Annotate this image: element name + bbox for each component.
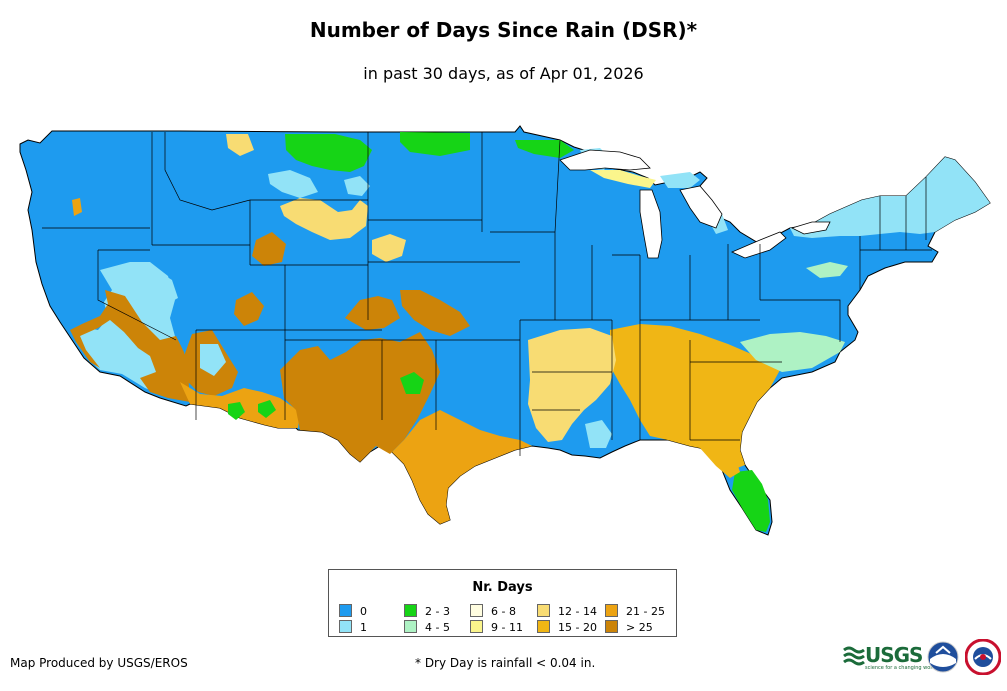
legend-item-3: 4 - 5 bbox=[404, 620, 450, 634]
patches-west bbox=[70, 132, 574, 524]
patch-mt-light2 bbox=[344, 176, 370, 196]
patch-ne-green bbox=[806, 262, 848, 278]
legend-label: 2 - 3 bbox=[425, 605, 450, 618]
patch-fl-15 bbox=[700, 448, 740, 478]
patch-co-dry bbox=[345, 296, 400, 330]
patch-mi-yellow bbox=[590, 170, 656, 188]
legend-item-4: 6 - 8 bbox=[470, 604, 516, 618]
legend-label: 4 - 5 bbox=[425, 621, 450, 634]
legend-label: 6 - 8 bbox=[491, 605, 516, 618]
legend-item-5: 9 - 11 bbox=[470, 620, 523, 634]
legend-swatch bbox=[470, 620, 483, 633]
nws-logo-icon bbox=[965, 639, 1001, 675]
legend-swatch bbox=[339, 620, 352, 633]
patches-east bbox=[528, 148, 990, 532]
map-title: Number of Days Since Rain (DSR)* bbox=[309, 18, 698, 42]
patch-mt-green2 bbox=[400, 132, 470, 156]
legend-label: 15 - 20 bbox=[558, 621, 597, 634]
legend-swatch bbox=[537, 604, 550, 617]
patch-mt-yellow bbox=[226, 134, 254, 156]
us-dsr-map bbox=[19, 125, 991, 536]
patch-ca-dry bbox=[70, 290, 190, 402]
lake-huron bbox=[679, 185, 723, 229]
usgs-logo: USGS bbox=[865, 643, 923, 667]
legend-swatch bbox=[339, 604, 352, 617]
map-subtitle: in past 30 days, as of Apr 01, 2026 bbox=[363, 64, 644, 83]
patch-id-21 bbox=[72, 198, 82, 216]
patch-wy-12 bbox=[280, 198, 368, 240]
legend-item-0: 0 bbox=[339, 604, 367, 618]
patch-ok-green bbox=[400, 372, 424, 394]
lake-erie bbox=[731, 231, 787, 259]
noaa-logo-icon bbox=[927, 641, 959, 673]
dry-day-note: * Dry Day is rainfall < 0.04 in. bbox=[415, 656, 596, 670]
legend-label: 12 - 14 bbox=[558, 605, 597, 618]
great-lakes bbox=[559, 149, 831, 259]
legend-item-1: 1 bbox=[339, 620, 367, 634]
legend-item-6: 12 - 14 bbox=[537, 604, 597, 618]
legend-item-2: 2 - 3 bbox=[404, 604, 450, 618]
legend-label: 0 bbox=[360, 605, 367, 618]
credit-text: Map Produced by USGS/EROS bbox=[10, 656, 188, 670]
legend-swatch bbox=[470, 604, 483, 617]
state-boundaries bbox=[42, 132, 932, 456]
patch-nm-dry bbox=[280, 332, 440, 462]
legend-swatch bbox=[605, 604, 618, 617]
patch-az-green bbox=[228, 402, 245, 420]
lake-superior bbox=[559, 149, 651, 171]
lake-michigan bbox=[639, 189, 663, 259]
patch-mt-light bbox=[268, 170, 318, 198]
patch-ut-dry bbox=[234, 292, 264, 326]
lake-ontario bbox=[790, 221, 831, 235]
legend-swatch bbox=[404, 604, 417, 617]
patch-mi-light bbox=[660, 172, 700, 188]
agency-logos: USGS science for a changing world bbox=[843, 639, 1007, 676]
patch-ne-12 bbox=[372, 234, 406, 262]
legend-title: Nr. Days bbox=[472, 580, 533, 595]
patch-az-green2 bbox=[258, 400, 276, 418]
patch-fl-green bbox=[732, 470, 770, 532]
legend-item-7: 15 - 20 bbox=[537, 620, 597, 634]
legend-swatch bbox=[537, 620, 550, 633]
legend-label: 21 - 25 bbox=[626, 605, 665, 618]
legend-item-8: 21 - 25 bbox=[605, 604, 665, 618]
legend-label: 1 bbox=[360, 621, 367, 634]
patch-wy-dry bbox=[252, 232, 286, 266]
patch-se-15 bbox=[610, 324, 780, 470]
patch-la-1 bbox=[585, 420, 612, 448]
legend: Nr. Days 0 1 2 - 3 4 - 5 6 - 8 9 - 11 12… bbox=[328, 569, 677, 637]
patch-tx-21 bbox=[392, 410, 532, 524]
patch-ok-dry bbox=[400, 290, 470, 336]
usgs-wave-icon bbox=[843, 646, 865, 666]
legend-swatch bbox=[605, 620, 618, 633]
patch-mt-green bbox=[285, 134, 372, 172]
usgs-tagline: science for a changing world bbox=[865, 665, 937, 671]
patch-nv-1day bbox=[120, 266, 178, 308]
legend-item-9: > 25 bbox=[605, 620, 653, 634]
patch-ne-1 bbox=[790, 157, 990, 238]
legend-swatch bbox=[404, 620, 417, 633]
patch-az-light bbox=[200, 344, 226, 376]
legend-label: > 25 bbox=[626, 621, 653, 634]
patch-ms-12 bbox=[528, 328, 616, 442]
legend-label: 9 - 11 bbox=[491, 621, 523, 634]
